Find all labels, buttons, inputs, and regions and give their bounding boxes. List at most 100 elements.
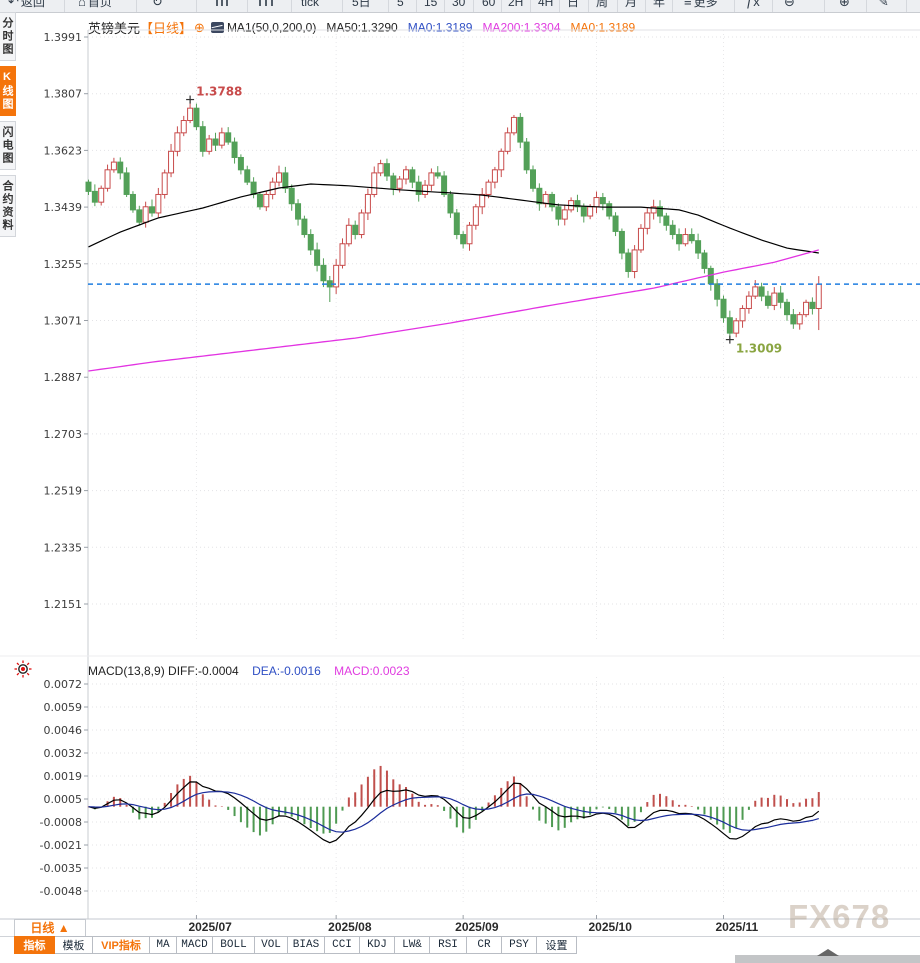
period-month-label: 月 (625, 0, 638, 9)
period-2h-label: 2H (508, 0, 524, 9)
high-price-annotation: 1.3788 (196, 85, 242, 99)
toolbar-divider (342, 0, 343, 12)
fx-icon: ƒx (746, 0, 760, 9)
sidebar-tab-闪电图[interactable]: 闪电图 (0, 121, 16, 170)
period-15-label: 15 (424, 0, 438, 9)
period-tag: 【日线】 (140, 21, 193, 36)
period-5d-label: 5日 (352, 0, 371, 9)
toolbar-kline-chart-button[interactable] (215, 0, 229, 12)
back-label: 返回 (20, 0, 45, 9)
indicator-tab-BIAS[interactable]: BIAS (288, 936, 325, 954)
toolbar-divider (136, 0, 137, 12)
toolbar-tick-button[interactable]: tick (301, 0, 319, 12)
period-year-label: 年 (653, 0, 666, 9)
toolbar-refresh-button[interactable]: ↻ (152, 0, 165, 12)
toolbar-divider (588, 0, 589, 12)
bottom-drawer-handle[interactable] (735, 949, 920, 963)
indicator-tab-LW&[interactable]: LW& (395, 936, 430, 954)
macd-axis-label: -0.0035 (40, 862, 82, 875)
ma50-value: MA50:1.3290 (326, 20, 398, 35)
indicator-tab-RSI[interactable]: RSI (430, 936, 467, 954)
toolbar-period-2h-button[interactable]: 2H (508, 0, 523, 12)
toolbar-period-5d-button[interactable]: 5日 (352, 0, 371, 12)
indicator-tabs-row: 指标 模板 VIP指标 MA MACD BOLL VOL BIAS CCI KDJ LW& RSI CR… (14, 936, 577, 954)
x-axis-month-label: 2025/10 (588, 920, 632, 934)
indicator-tab-设置[interactable]: 设置 (537, 936, 577, 954)
toolbar-draw-button[interactable]: ✎ (878, 0, 891, 12)
toolbar-period-60-button[interactable]: 60 (482, 0, 495, 12)
fx678-watermark: FX678 (788, 898, 891, 935)
macd-axis-label: 0.0059 (44, 701, 83, 714)
indicator-tab-模板[interactable]: 模板 (55, 936, 93, 954)
macd-axis-label: -0.0008 (40, 816, 82, 829)
toolbar-divider (473, 0, 474, 12)
macd-axis-label: -0.0021 (40, 839, 82, 852)
add-compare-icon[interactable]: ⊕ (194, 19, 205, 35)
price-axis-label: 1.2335 (44, 541, 83, 554)
indicator-tab-CR[interactable]: CR (467, 936, 502, 954)
macd-axis-label: 0.0005 (44, 793, 83, 806)
ma-indicator-icon[interactable] (210, 22, 224, 33)
sidebar-tab-active-K线图[interactable]: K线图 (0, 66, 16, 116)
indicator-tab-指标[interactable]: 指标 (14, 936, 55, 954)
toolbar-divider (388, 0, 389, 12)
price-axis-label: 1.2703 (44, 428, 83, 441)
toolbar-zoom-out-button[interactable]: ⊖ (784, 0, 797, 12)
macd-dea-value: DEA:-0.0016 (252, 664, 321, 678)
x-axis-row: 日线 ▲ 2025/07 2025/08 2025/09 2025/10 2025/11 (0, 919, 920, 937)
toolbar-volume-chart-button[interactable] (258, 0, 274, 12)
toolbar-period-30-button[interactable]: 30 (452, 0, 465, 12)
toolbar-divider (617, 0, 618, 12)
toolbar-more-button[interactable]: ≡ 更多 (684, 0, 718, 12)
toolbar-divider (734, 0, 735, 12)
toolbar-period-year-button[interactable]: 年 (653, 0, 665, 12)
indicator-tab-KDJ[interactable]: KDJ (360, 936, 395, 954)
toolbar-zoom-in-button[interactable]: ⊕ (839, 0, 852, 12)
macd-axis-label: 0.0032 (44, 747, 83, 760)
toolbar-period-week-button[interactable]: 周 (596, 0, 608, 12)
toolbar-divider (64, 0, 65, 12)
toolbar-divider (559, 0, 560, 12)
toolbar-divider (444, 0, 445, 12)
indicator-tab-PSY[interactable]: PSY (502, 936, 537, 954)
macd-axis-label: -0.0048 (40, 885, 82, 898)
indicator-tab-VIP指标[interactable]: VIP指标 (93, 936, 150, 954)
indicator-tab-CCI[interactable]: CCI (325, 936, 360, 954)
toolbar-period-month-button[interactable]: 月 (625, 0, 637, 12)
sidebar-tab-合约资料[interactable]: 合约资料 (0, 175, 16, 237)
price-axis-label: 1.3071 (44, 315, 83, 328)
toolbar-period-4h-button[interactable]: 4H (538, 0, 553, 12)
macd-header: MACD(13,8,9) DIFF:-0.0004 DEA:-0.0016 MA… (88, 664, 410, 678)
toolbar-back-button[interactable]: ↶ 返回 (8, 0, 45, 12)
toolbar-divider (772, 0, 773, 12)
toolbar-period-15-button[interactable]: 15 (424, 0, 437, 12)
indicator-tab-MA[interactable]: MA (150, 936, 177, 954)
tick-label: tick (301, 0, 319, 9)
symbol-name: 英镑美元 (88, 21, 141, 36)
toolbar-divider (672, 0, 673, 12)
x-axis-month-label: 2025/09 (455, 920, 499, 934)
macd-settings-sun-icon[interactable] (14, 660, 32, 678)
toolbar-divider (416, 0, 417, 12)
more-label: 更多 (693, 0, 718, 9)
draw-icon: ✎ (878, 0, 889, 9)
toolbar-period-5-button[interactable]: 5 (397, 0, 404, 12)
toolbar-divider (645, 0, 646, 12)
indicator-tab-BOLL[interactable]: BOLL (213, 936, 255, 954)
refresh-icon: ↻ (152, 0, 163, 9)
expand-up-icon (817, 949, 839, 956)
toolbar-divider (906, 0, 907, 12)
macd-hist-value: MACD:0.0023 (334, 664, 410, 678)
period-30-label: 30 (452, 0, 466, 9)
toolbar-period-day-button[interactable]: 日 (567, 0, 579, 12)
toolbar-fx-button[interactable]: ƒx (746, 0, 762, 12)
indicator-tab-VOL[interactable]: VOL (255, 936, 288, 954)
toolbar-divider (824, 0, 825, 12)
indicator-tab-MACD[interactable]: MACD (177, 936, 213, 954)
x-axis-month-label: 2025/08 (328, 920, 372, 934)
toolbar-home-button[interactable]: ⌂ 首页 (78, 0, 112, 12)
sidebar-tab-分时图[interactable]: 分时图 (0, 12, 16, 61)
zoom-in-icon: ⊕ (839, 0, 850, 9)
toolbar-divider (196, 0, 197, 12)
